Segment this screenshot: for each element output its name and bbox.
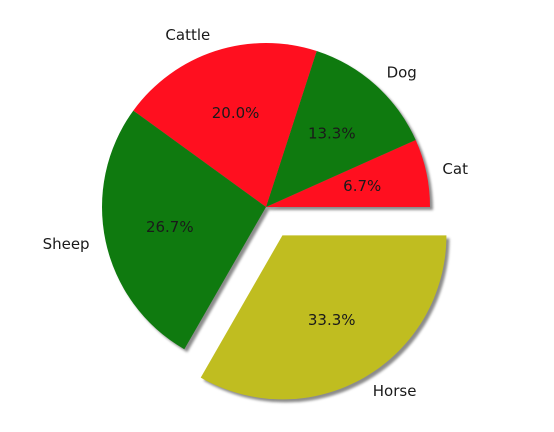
pie-slice-cat	[266, 139, 430, 207]
slice-label-dog: Dog	[387, 63, 417, 81]
percent-label-cat: 6.7%	[343, 177, 381, 195]
slice-labels: Cat Dog Cattle Sheep Horse	[43, 26, 469, 400]
slice-label-cat: Cat	[442, 160, 468, 178]
percent-label-dog: 13.3%	[308, 124, 356, 142]
pie-slice-cattle	[133, 43, 317, 207]
pie-slice-sheep	[102, 110, 266, 350]
slice-label-horse: Horse	[373, 382, 417, 400]
percent-label-sheep: 26.7%	[146, 218, 194, 236]
pie-slice-dog	[266, 51, 416, 207]
percent-label-horse: 33.3%	[308, 311, 356, 329]
percent-label-cattle: 20.0%	[212, 104, 260, 122]
pie-slice-horse	[200, 235, 447, 400]
percent-labels: 6.7% 13.3% 20.0% 26.7% 33.3%	[146, 104, 381, 329]
pie-slices	[102, 43, 447, 400]
slice-label-cattle: Cattle	[165, 26, 210, 44]
slice-label-sheep: Sheep	[43, 235, 90, 253]
